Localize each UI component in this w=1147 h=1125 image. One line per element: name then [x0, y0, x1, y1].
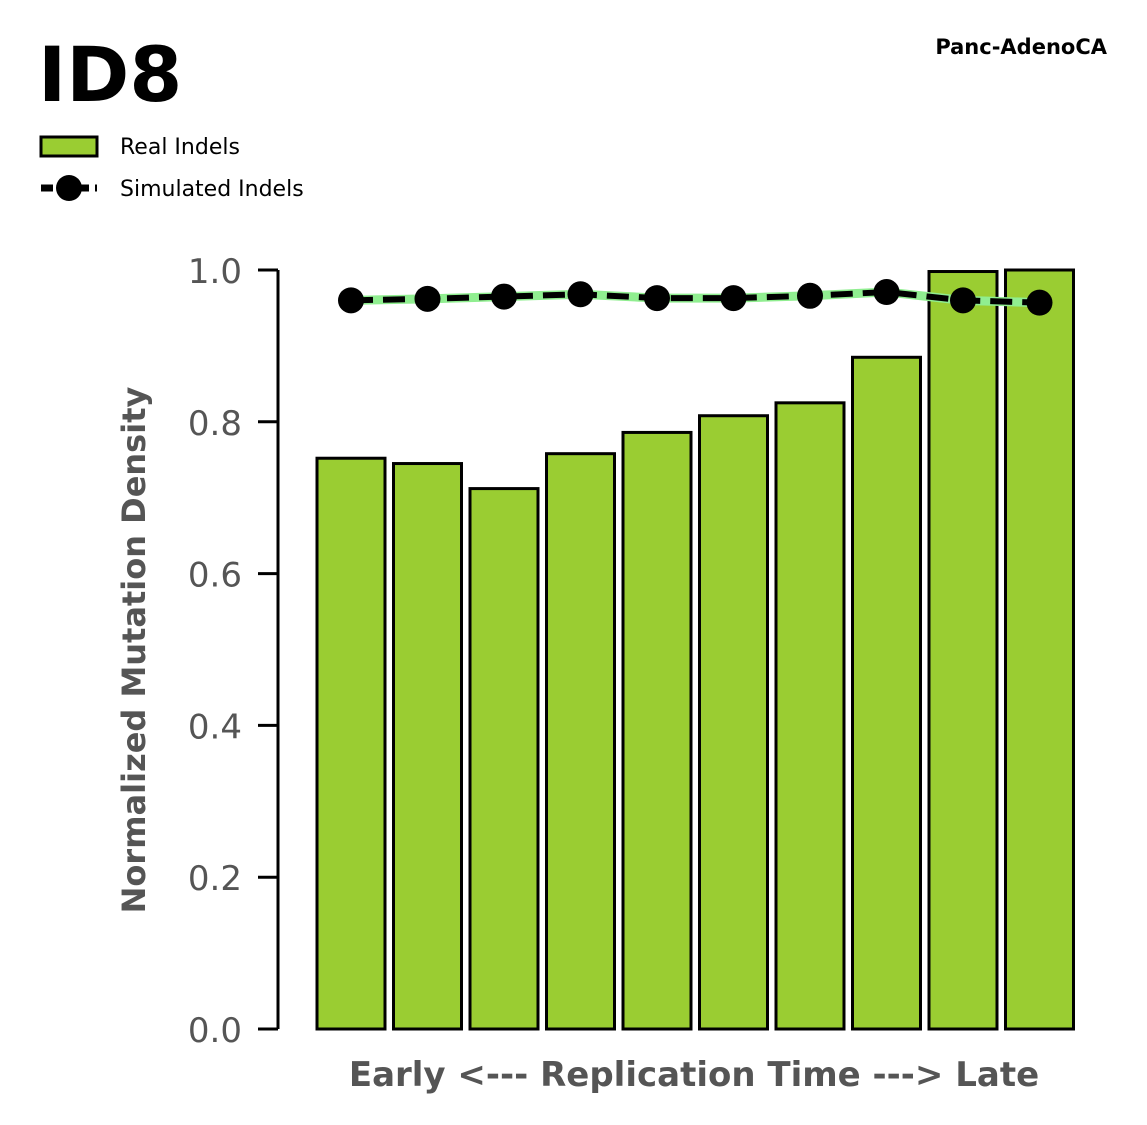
bar-real-indels — [621, 430, 693, 1031]
point-simulated-indels — [414, 285, 441, 312]
y-axis-label: Normalized Mutation Density — [115, 387, 153, 914]
bar-group — [315, 268, 1075, 1031]
chart-title: ID8 — [38, 30, 182, 119]
point-simulated-indels — [644, 285, 670, 312]
chart-subtitle: Panc-AdenoCA — [935, 35, 1107, 59]
y-tick-label: 1.0 — [188, 252, 242, 292]
y-tick-label: 0.4 — [188, 707, 242, 747]
y-tick-label: 0.0 — [188, 1011, 242, 1051]
bar-real-indels — [774, 401, 846, 1031]
legend: Real Indels Simulated Indels — [39, 135, 304, 202]
point-simulated-indels — [338, 287, 364, 314]
bar-real-indels — [1004, 268, 1075, 1031]
y-axis-ticks: 0.0 0.2 0.4 0.6 0.8 1.0 — [188, 252, 278, 1051]
simulated-line — [350, 289, 1040, 306]
point-simulated-indels — [873, 279, 900, 306]
bar-real-indels — [698, 414, 769, 1031]
legend-marker-simulated-indels — [56, 175, 82, 201]
y-tick-label: 0.2 — [188, 859, 242, 899]
bar-real-indels — [927, 270, 999, 1031]
simulated-line-group — [338, 279, 1053, 316]
y-tick-label: 0.6 — [188, 556, 242, 596]
x-axis-label: Early <--- Replication Time ---> Late — [349, 1055, 1039, 1095]
bar-real-indels — [468, 487, 540, 1031]
y-tick-label: 0.8 — [188, 404, 242, 444]
point-simulated-indels — [491, 283, 517, 310]
legend-label-real-indels: Real Indels — [120, 135, 240, 160]
point-simulated-indels — [950, 287, 976, 314]
legend-swatch-real-indels — [39, 135, 99, 158]
point-simulated-indels — [1026, 289, 1053, 316]
point-simulated-indels — [797, 282, 823, 309]
point-simulated-indels — [720, 285, 747, 312]
bar-real-indels — [392, 462, 463, 1031]
bar-real-indels — [545, 452, 616, 1031]
legend-label-simulated-indels: Simulated Indels — [120, 177, 304, 202]
point-simulated-indels — [567, 281, 594, 308]
bar-real-indels — [315, 456, 387, 1031]
bar-real-indels — [851, 355, 922, 1031]
